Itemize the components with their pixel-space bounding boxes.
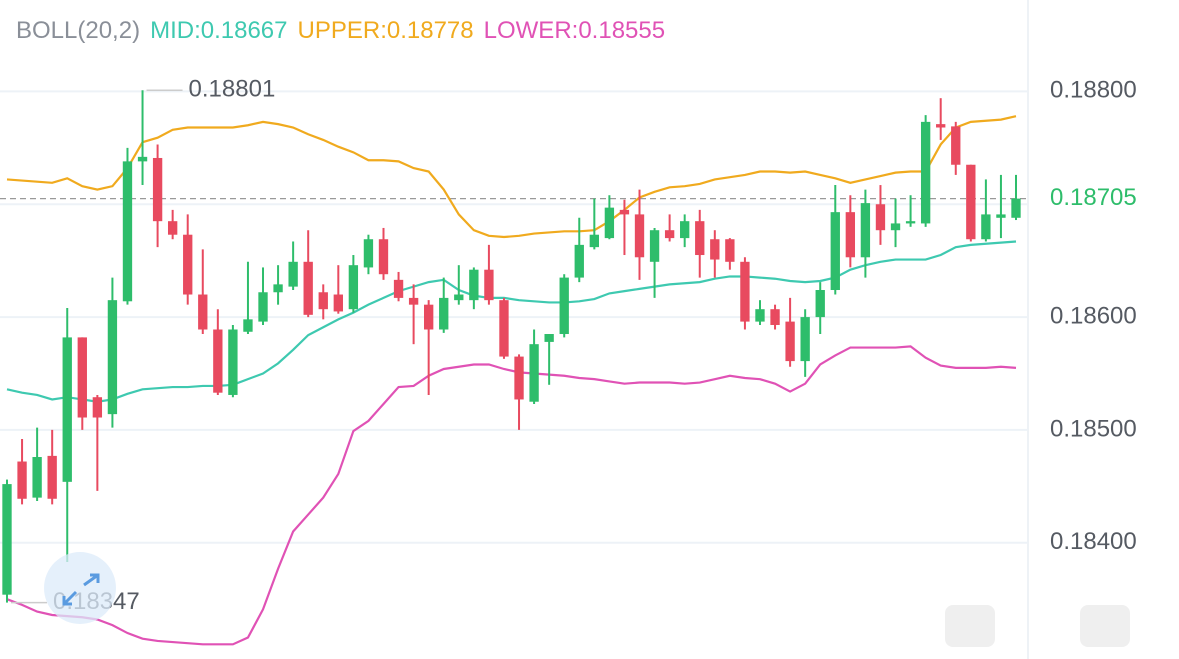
- candle-body: [198, 294, 208, 330]
- candle-body: [439, 297, 449, 330]
- legend-value: 0.18555: [578, 17, 665, 44]
- toolbar-icon[interactable]: [1080, 605, 1130, 647]
- candle-body: [2, 484, 12, 595]
- candle-body: [574, 244, 584, 278]
- candle-body: [936, 124, 946, 128]
- toolbar-icon[interactable]: [945, 605, 995, 647]
- candle-body: [348, 265, 359, 310]
- candle-body: [996, 214, 1006, 218]
- legend-name: UPPER:: [298, 17, 387, 44]
- candle-body: [710, 239, 720, 260]
- labels: 0.184000.185000.186000.187000.188000.187…: [11, 76, 1174, 615]
- candle-body: [920, 121, 931, 224]
- candle-body: [529, 344, 539, 402]
- candle-body: [273, 284, 283, 293]
- candle-body: [634, 214, 645, 258]
- candle-body: [393, 279, 404, 298]
- candle-body: [122, 161, 133, 302]
- candle-body: [875, 204, 886, 231]
- candle-body: [499, 300, 509, 357]
- candles: [2, 90, 1021, 603]
- expand-button[interactable]: [44, 552, 116, 624]
- candle-body: [17, 461, 27, 499]
- candle-body: [152, 157, 163, 222]
- candle-body: [981, 214, 991, 240]
- candle-body: [167, 221, 178, 235]
- candle-body: [454, 294, 464, 301]
- candle-body: [514, 356, 524, 400]
- legend-items: MID:0.18667 UPPER:0.18778 LOWER:0.18555: [150, 17, 665, 44]
- candle-body: [815, 290, 825, 318]
- candle-body: [484, 269, 494, 301]
- candle-body: [137, 156, 148, 162]
- candle-body: [845, 212, 856, 258]
- candle-body: [47, 455, 57, 499]
- candle-body: [951, 126, 961, 165]
- candle-body: [303, 261, 313, 315]
- candle-body: [770, 309, 780, 325]
- bands: [6, 115, 1017, 646]
- expand-icon: [62, 573, 100, 606]
- band-line: [6, 240, 1017, 403]
- candle-body: [680, 221, 690, 239]
- candle-body: [333, 294, 343, 312]
- band-line: [6, 345, 1017, 646]
- candle-body: [408, 297, 419, 305]
- candle-body: [619, 209, 630, 215]
- legend-name: LOWER:: [484, 17, 579, 44]
- candle-body: [649, 230, 660, 262]
- last-price-bg: [1034, 178, 1174, 219]
- band-line: [6, 115, 1017, 239]
- candle-body: [469, 269, 479, 301]
- candle-body: [830, 212, 840, 291]
- candle-body: [378, 239, 389, 275]
- legend: BOLL(20,2) MID:0.18667 UPPER:0.18778 LOWER:…: [16, 17, 665, 44]
- candle-body: [288, 261, 298, 287]
- y-tick-label: 0.18800: [1050, 77, 1137, 104]
- candle-body: [559, 277, 569, 335]
- y-tick-label: 0.18600: [1050, 302, 1137, 329]
- candle-body: [258, 292, 268, 322]
- candle-body: [318, 292, 328, 310]
- candle-body: [213, 329, 223, 393]
- candle-body: [890, 223, 901, 231]
- candle-body: [544, 334, 554, 342]
- candle-body: [32, 457, 42, 498]
- legend-name: MID:: [150, 17, 201, 44]
- y-tick-label: 0.18400: [1050, 528, 1137, 555]
- candle-body: [589, 234, 599, 248]
- candle-body: [800, 317, 810, 362]
- candle-body: [755, 309, 765, 322]
- candle-body: [77, 337, 87, 418]
- grid: [0, 90, 1028, 544]
- candle-body: [107, 300, 118, 415]
- candle-body: [92, 397, 103, 418]
- y-tick-label: 0.18500: [1050, 415, 1137, 442]
- candle-body: [243, 319, 253, 332]
- candle-body: [860, 203, 871, 258]
- candle-body: [966, 164, 976, 240]
- legend-value: 0.18667: [201, 17, 288, 44]
- candle-body: [1011, 198, 1021, 218]
- candle-body: [785, 321, 795, 362]
- candle-body: [424, 304, 434, 330]
- legend-value: 0.18778: [387, 17, 474, 44]
- candle-body: [62, 337, 72, 482]
- candle-body: [740, 261, 750, 322]
- candle-body: [228, 329, 238, 395]
- candle-body: [183, 234, 193, 295]
- candle-body: [664, 230, 675, 239]
- candle-body: [725, 239, 735, 262]
- candle-body: [363, 239, 374, 268]
- indicator-title: BOLL(20,2): [16, 17, 140, 44]
- candle-body: [905, 221, 916, 224]
- candle-body: [604, 207, 615, 239]
- high-label: 0.18801: [189, 76, 276, 103]
- last-price-label: 0.18705: [1050, 184, 1137, 211]
- candle-body: [695, 221, 705, 256]
